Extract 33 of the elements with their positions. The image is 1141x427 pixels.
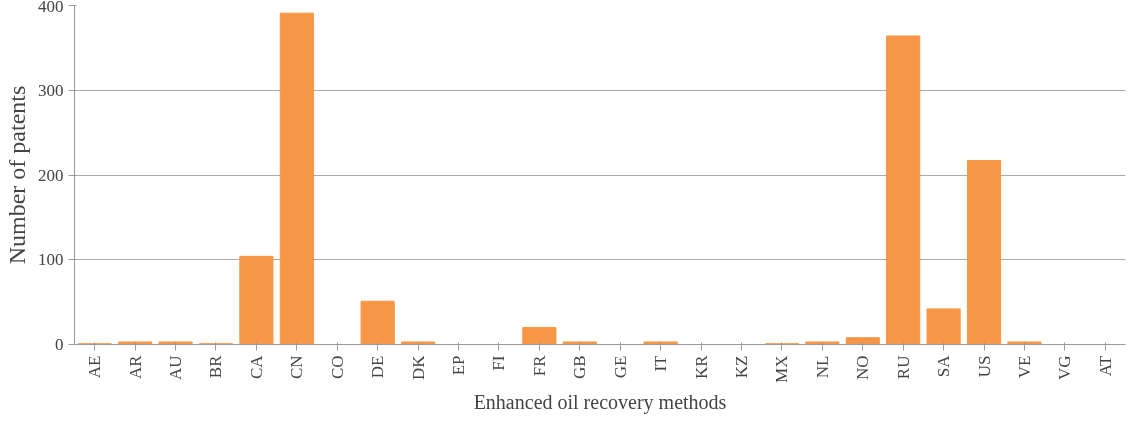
x-tick-label: SA [934,354,954,378]
x-tick-label: NL [812,355,832,379]
y-tick-label: 300 [38,80,64,100]
x-tick-label: VE [1014,355,1034,379]
x-tick-label: BR [206,354,226,379]
x-tick-label: IT [651,354,671,372]
x-tick-label: CN [287,355,307,380]
x-tick-label: KZ [731,355,751,379]
x-tick-label: DK [408,354,428,381]
y-axis-title: Number of patents [4,85,30,265]
x-axis-title: Enhanced oil recovery methods [473,390,727,414]
x-tick-label: MX [772,355,792,383]
x-tick-label: NO [853,355,873,381]
x-tick-label: RU [893,355,913,380]
x-tick-label: GE [610,355,630,379]
x-tick-label: AU [166,355,186,381]
x-tick-label: DE [368,355,388,379]
x-tick-label: CA [246,354,266,380]
y-tick-label: 200 [38,165,64,185]
x-tick-label: AE [85,355,105,379]
x-tick-label: FR [529,354,549,377]
x-tick-label: KR [691,354,711,380]
y-tick-label: 0 [55,335,64,354]
x-tick-label: AT [1095,354,1115,377]
y-tick-label: 100 [38,250,64,270]
x-tick-label: AR [125,354,145,380]
x-tick-label: VG [1055,355,1075,381]
x-tick-label: EP [449,355,469,376]
x-tick-label: US [974,355,994,378]
x-tick-label: FI [489,355,509,371]
x-tick-label: CO [327,355,347,380]
y-tick-label: 400 [38,0,64,16]
x-tick-label: GB [570,355,590,380]
